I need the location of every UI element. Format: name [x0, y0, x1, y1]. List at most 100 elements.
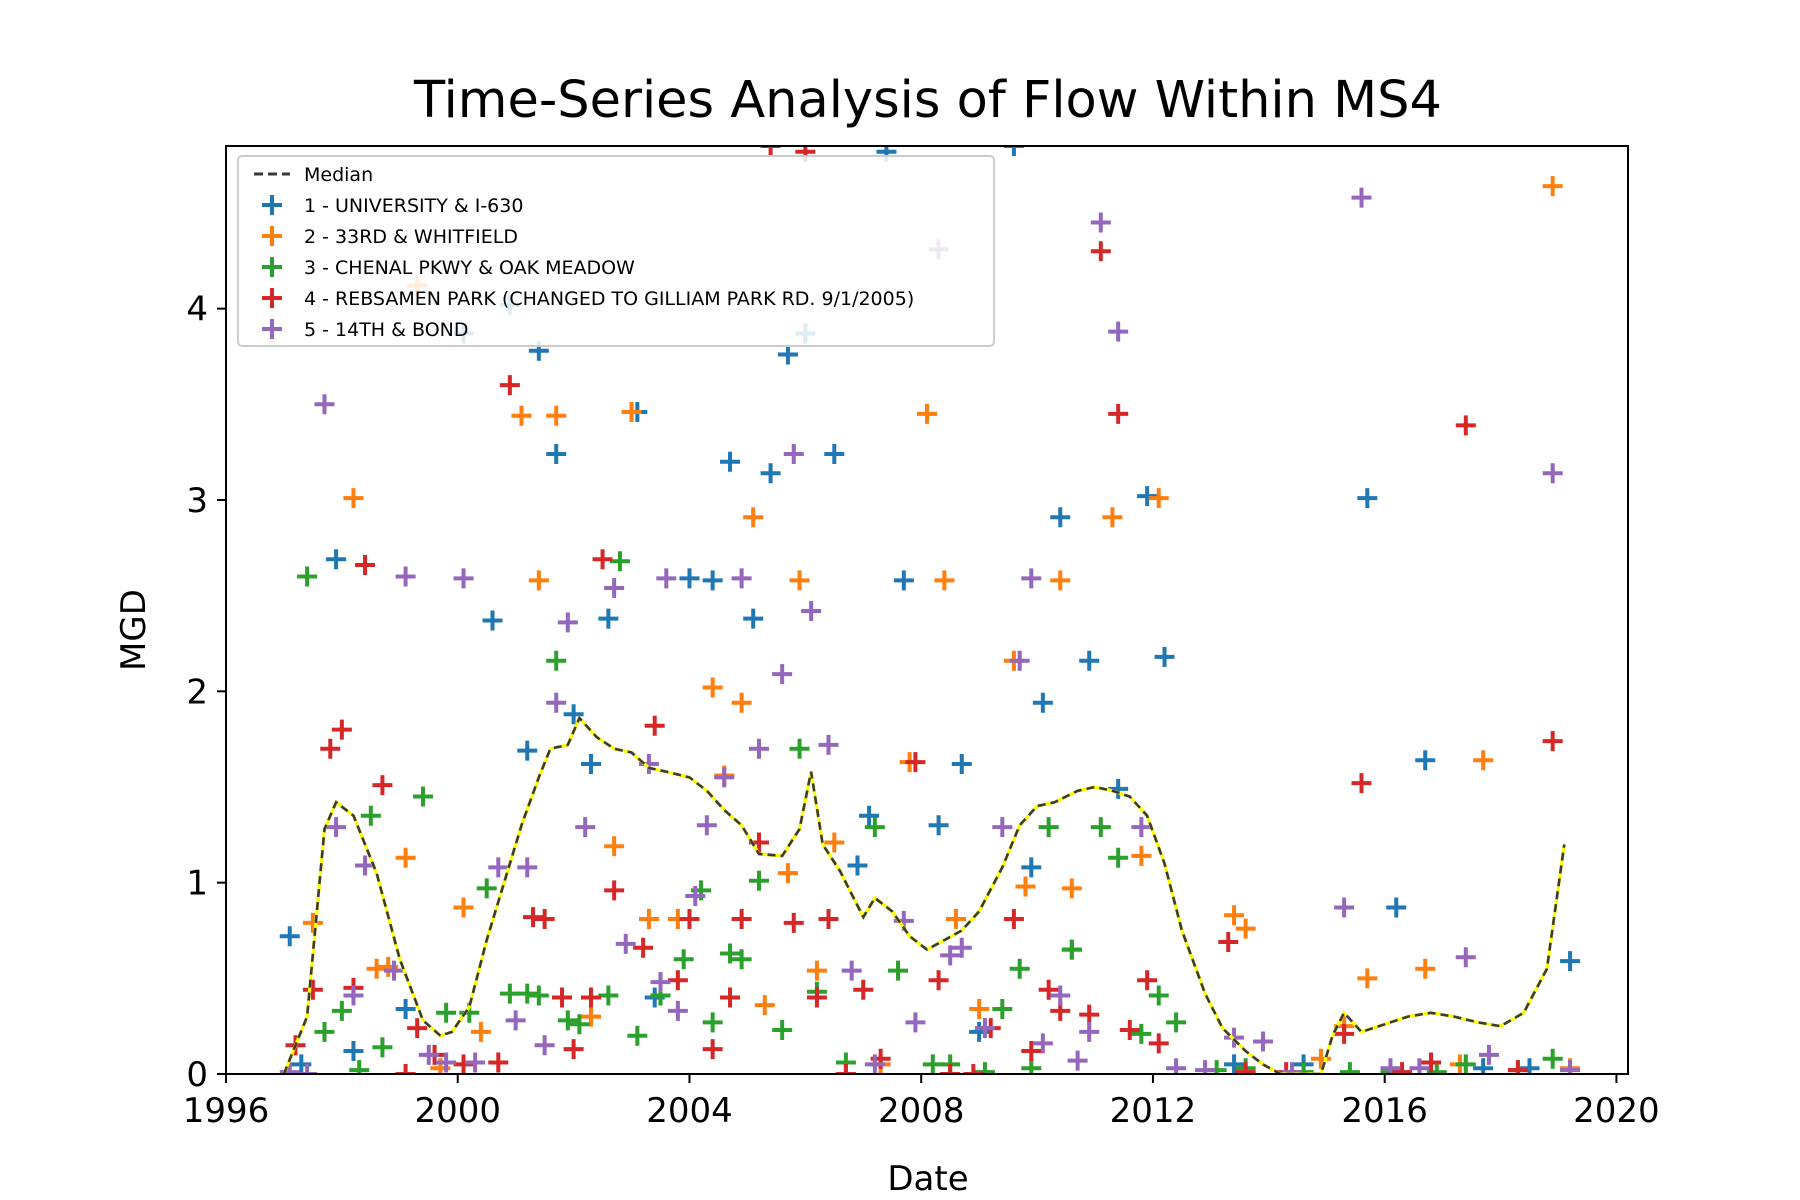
data-point — [355, 555, 376, 576]
data-point — [627, 1025, 648, 1046]
data-point — [488, 857, 509, 878]
data-point — [731, 909, 752, 930]
data-point — [702, 677, 723, 698]
data-point — [372, 1037, 393, 1058]
legend-label: 4 - REBSAMEN PARK (CHANGED TO GILLIAM PA… — [304, 288, 914, 310]
data-point — [789, 738, 810, 759]
data-point — [824, 444, 845, 465]
data-point — [748, 870, 769, 891]
data-point — [928, 815, 949, 836]
data-point — [940, 1064, 961, 1074]
data-point — [1235, 918, 1256, 939]
data-point — [835, 1064, 856, 1074]
data-point — [453, 897, 474, 918]
data-point — [580, 987, 601, 1008]
data-point — [969, 998, 990, 1019]
data-point — [384, 960, 405, 981]
data-point — [453, 568, 474, 589]
data-point — [557, 612, 578, 633]
data-point — [1131, 1023, 1152, 1044]
legend-item: Median — [254, 164, 373, 186]
data-point — [1079, 650, 1100, 671]
data-point — [1386, 897, 1407, 918]
data-point — [731, 692, 752, 713]
x-tick-label: 2020 — [1573, 1091, 1660, 1131]
data-point — [436, 1052, 457, 1073]
data-point — [783, 912, 804, 933]
data-point — [818, 734, 839, 755]
data-point — [731, 949, 752, 970]
data-point — [546, 405, 567, 426]
data-point — [1455, 947, 1476, 968]
data-point — [650, 972, 671, 993]
data-point — [772, 1019, 793, 1040]
data-point — [528, 570, 549, 591]
legend-marker-swatch — [262, 288, 282, 308]
data-point — [1542, 731, 1563, 752]
data-point — [1038, 979, 1059, 1000]
data-point — [1392, 1062, 1413, 1074]
data-point — [818, 909, 839, 930]
data-point — [557, 1010, 578, 1031]
data-point — [343, 488, 364, 509]
data-point — [806, 960, 827, 981]
data-point — [517, 740, 538, 761]
data-point — [1154, 646, 1175, 667]
data-point — [563, 1039, 584, 1060]
legend-item: 1 - UNIVERSITY & I-630 — [262, 195, 523, 217]
data-point — [1507, 1060, 1528, 1074]
legend-label: 5 - 14TH & BOND — [304, 319, 469, 341]
series-4 — [285, 146, 1563, 1074]
data-point — [592, 549, 613, 570]
data-point — [604, 836, 625, 857]
legend-item: 5 - 14TH & BOND — [262, 319, 469, 341]
data-point — [673, 949, 694, 970]
legend-label: 2 - 33RD & WHITFIELD — [304, 226, 518, 248]
data-point — [720, 943, 741, 964]
series-3 — [297, 551, 1563, 1074]
data-point — [1455, 415, 1476, 436]
data-point — [505, 1010, 526, 1031]
data-point — [760, 146, 781, 156]
data-point — [563, 704, 584, 725]
data-point — [1542, 1048, 1563, 1069]
data-point — [754, 995, 775, 1016]
y-tick-label: 3 — [186, 481, 208, 521]
data-point — [1067, 1050, 1088, 1071]
data-point — [1334, 1023, 1355, 1044]
data-point — [928, 970, 949, 991]
data-point — [1542, 176, 1563, 197]
legend-label: 3 - CHENAL PKWY & OAK MEADOW — [304, 257, 635, 279]
data-point — [297, 1064, 318, 1074]
data-point — [407, 1018, 428, 1039]
legend-label: Median — [304, 164, 373, 186]
data-point — [1061, 939, 1082, 960]
data-point — [546, 692, 567, 713]
legend-item: 4 - REBSAMEN PARK (CHANGED TO GILLIAM PA… — [262, 288, 914, 310]
data-point — [1148, 1033, 1169, 1054]
data-point — [1560, 951, 1581, 972]
data-point — [482, 610, 503, 631]
data-point — [905, 1012, 926, 1033]
data-point — [470, 1021, 491, 1042]
legend-item: 3 - CHENAL PKWY & OAK MEADOW — [262, 257, 635, 279]
data-point — [331, 719, 352, 740]
data-point — [331, 1000, 352, 1021]
data-point — [905, 752, 926, 773]
x-tick-label: 2016 — [1341, 1091, 1428, 1131]
data-point — [1339, 1062, 1360, 1074]
data-point — [511, 405, 532, 426]
data-point — [1050, 570, 1071, 591]
data-point — [1003, 909, 1024, 930]
data-point — [1281, 1062, 1302, 1074]
data-point — [888, 960, 909, 981]
data-point — [1021, 1058, 1042, 1074]
data-point — [1357, 968, 1378, 989]
data-point — [355, 855, 376, 876]
data-point — [499, 375, 520, 396]
data-point — [320, 738, 341, 759]
data-point — [546, 444, 567, 465]
data-point — [314, 1021, 335, 1042]
data-point — [609, 551, 630, 572]
data-point — [801, 600, 822, 621]
